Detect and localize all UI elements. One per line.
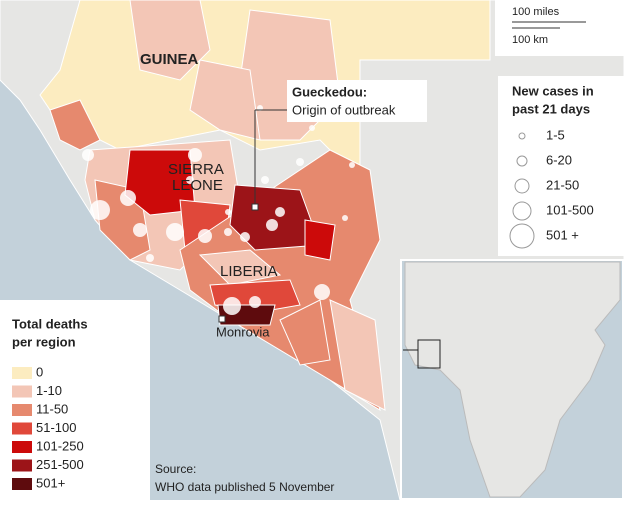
case-circle	[296, 158, 304, 166]
city-label: Monrovia	[216, 324, 270, 339]
case-circle	[275, 207, 285, 217]
legend-circle	[518, 132, 526, 140]
country-label: GUINEA	[140, 51, 199, 68]
source: Source:	[155, 462, 196, 476]
region	[304, 219, 336, 261]
scale-label: 100 miles	[512, 6, 560, 18]
case-circle	[240, 232, 250, 242]
case-circle	[133, 223, 147, 237]
region	[124, 149, 196, 216]
legend-label: 1-10	[36, 383, 62, 398]
legend-label: 101-500	[546, 202, 594, 217]
case-circle	[90, 200, 110, 220]
legend-circle	[509, 223, 535, 249]
legend-circle	[514, 178, 530, 194]
legend-swatch	[12, 404, 32, 416]
legend-title: per region	[12, 334, 76, 349]
case-circle	[223, 297, 241, 315]
callout-text: Origin of outbreak	[292, 102, 396, 117]
legend-label: 0	[36, 364, 43, 379]
legend-swatch	[12, 441, 32, 453]
cases-items: 1-5 6-20 21-50 101-500 501 +	[509, 127, 594, 249]
case-circle	[225, 209, 231, 215]
region	[198, 249, 282, 286]
legend-title: New cases in	[512, 83, 594, 98]
case-circle	[146, 254, 154, 262]
scale-label: 100 km	[512, 34, 548, 46]
legend-swatch	[12, 422, 32, 435]
region	[49, 99, 101, 151]
legend-label: 251-500	[36, 457, 84, 472]
deaths-items: 0 1-10 11-50 51-100 101-250 251-500 501+	[12, 364, 84, 490]
legend-title: Total deaths	[12, 316, 88, 331]
legend-swatch	[12, 367, 32, 379]
case-circle	[266, 219, 278, 231]
legend-label: 501+	[36, 475, 65, 490]
case-circle	[198, 229, 212, 243]
region	[129, 0, 211, 81]
legend-label: 1-5	[546, 127, 565, 142]
case-circle	[249, 296, 261, 308]
inset-locator	[417, 339, 441, 369]
country-label: SIERRA	[168, 161, 224, 178]
legend-title: past 21 days	[512, 101, 590, 116]
case-circle	[224, 228, 232, 236]
legend-swatch	[12, 385, 32, 398]
country-label: LIBERIA	[220, 263, 278, 280]
case-circle	[120, 190, 136, 206]
legend-swatch	[12, 478, 32, 490]
marker	[251, 203, 259, 211]
source: WHO data published 5 November	[155, 480, 334, 494]
legend-circle	[516, 155, 528, 167]
legend-label: 501 +	[546, 227, 579, 242]
legend-label: 101-250	[36, 438, 84, 453]
case-circle	[314, 284, 330, 300]
case-circle	[166, 223, 184, 241]
callout-title: Gueckedou:	[292, 84, 367, 99]
region	[329, 299, 386, 411]
case-circle	[342, 215, 348, 221]
region	[279, 299, 331, 366]
region	[229, 184, 321, 251]
marker	[218, 315, 226, 323]
legend-circle	[512, 201, 532, 221]
legend-label: 51-100	[36, 420, 76, 435]
legend-swatch	[12, 459, 32, 472]
callout-box	[287, 80, 427, 122]
inset-map	[400, 259, 624, 500]
case-circle	[188, 148, 202, 162]
case-circle	[309, 125, 315, 131]
region	[189, 59, 261, 141]
country-label: LEONE	[172, 177, 223, 194]
case-circle	[186, 176, 194, 184]
case-circles	[82, 105, 355, 315]
legend-label: 11-50	[36, 401, 68, 416]
case-circle	[261, 176, 269, 184]
case-circle	[349, 162, 355, 168]
case-circle	[82, 149, 94, 161]
legend-label: 6-20	[546, 152, 572, 167]
legend-label: 21-50	[546, 177, 579, 192]
